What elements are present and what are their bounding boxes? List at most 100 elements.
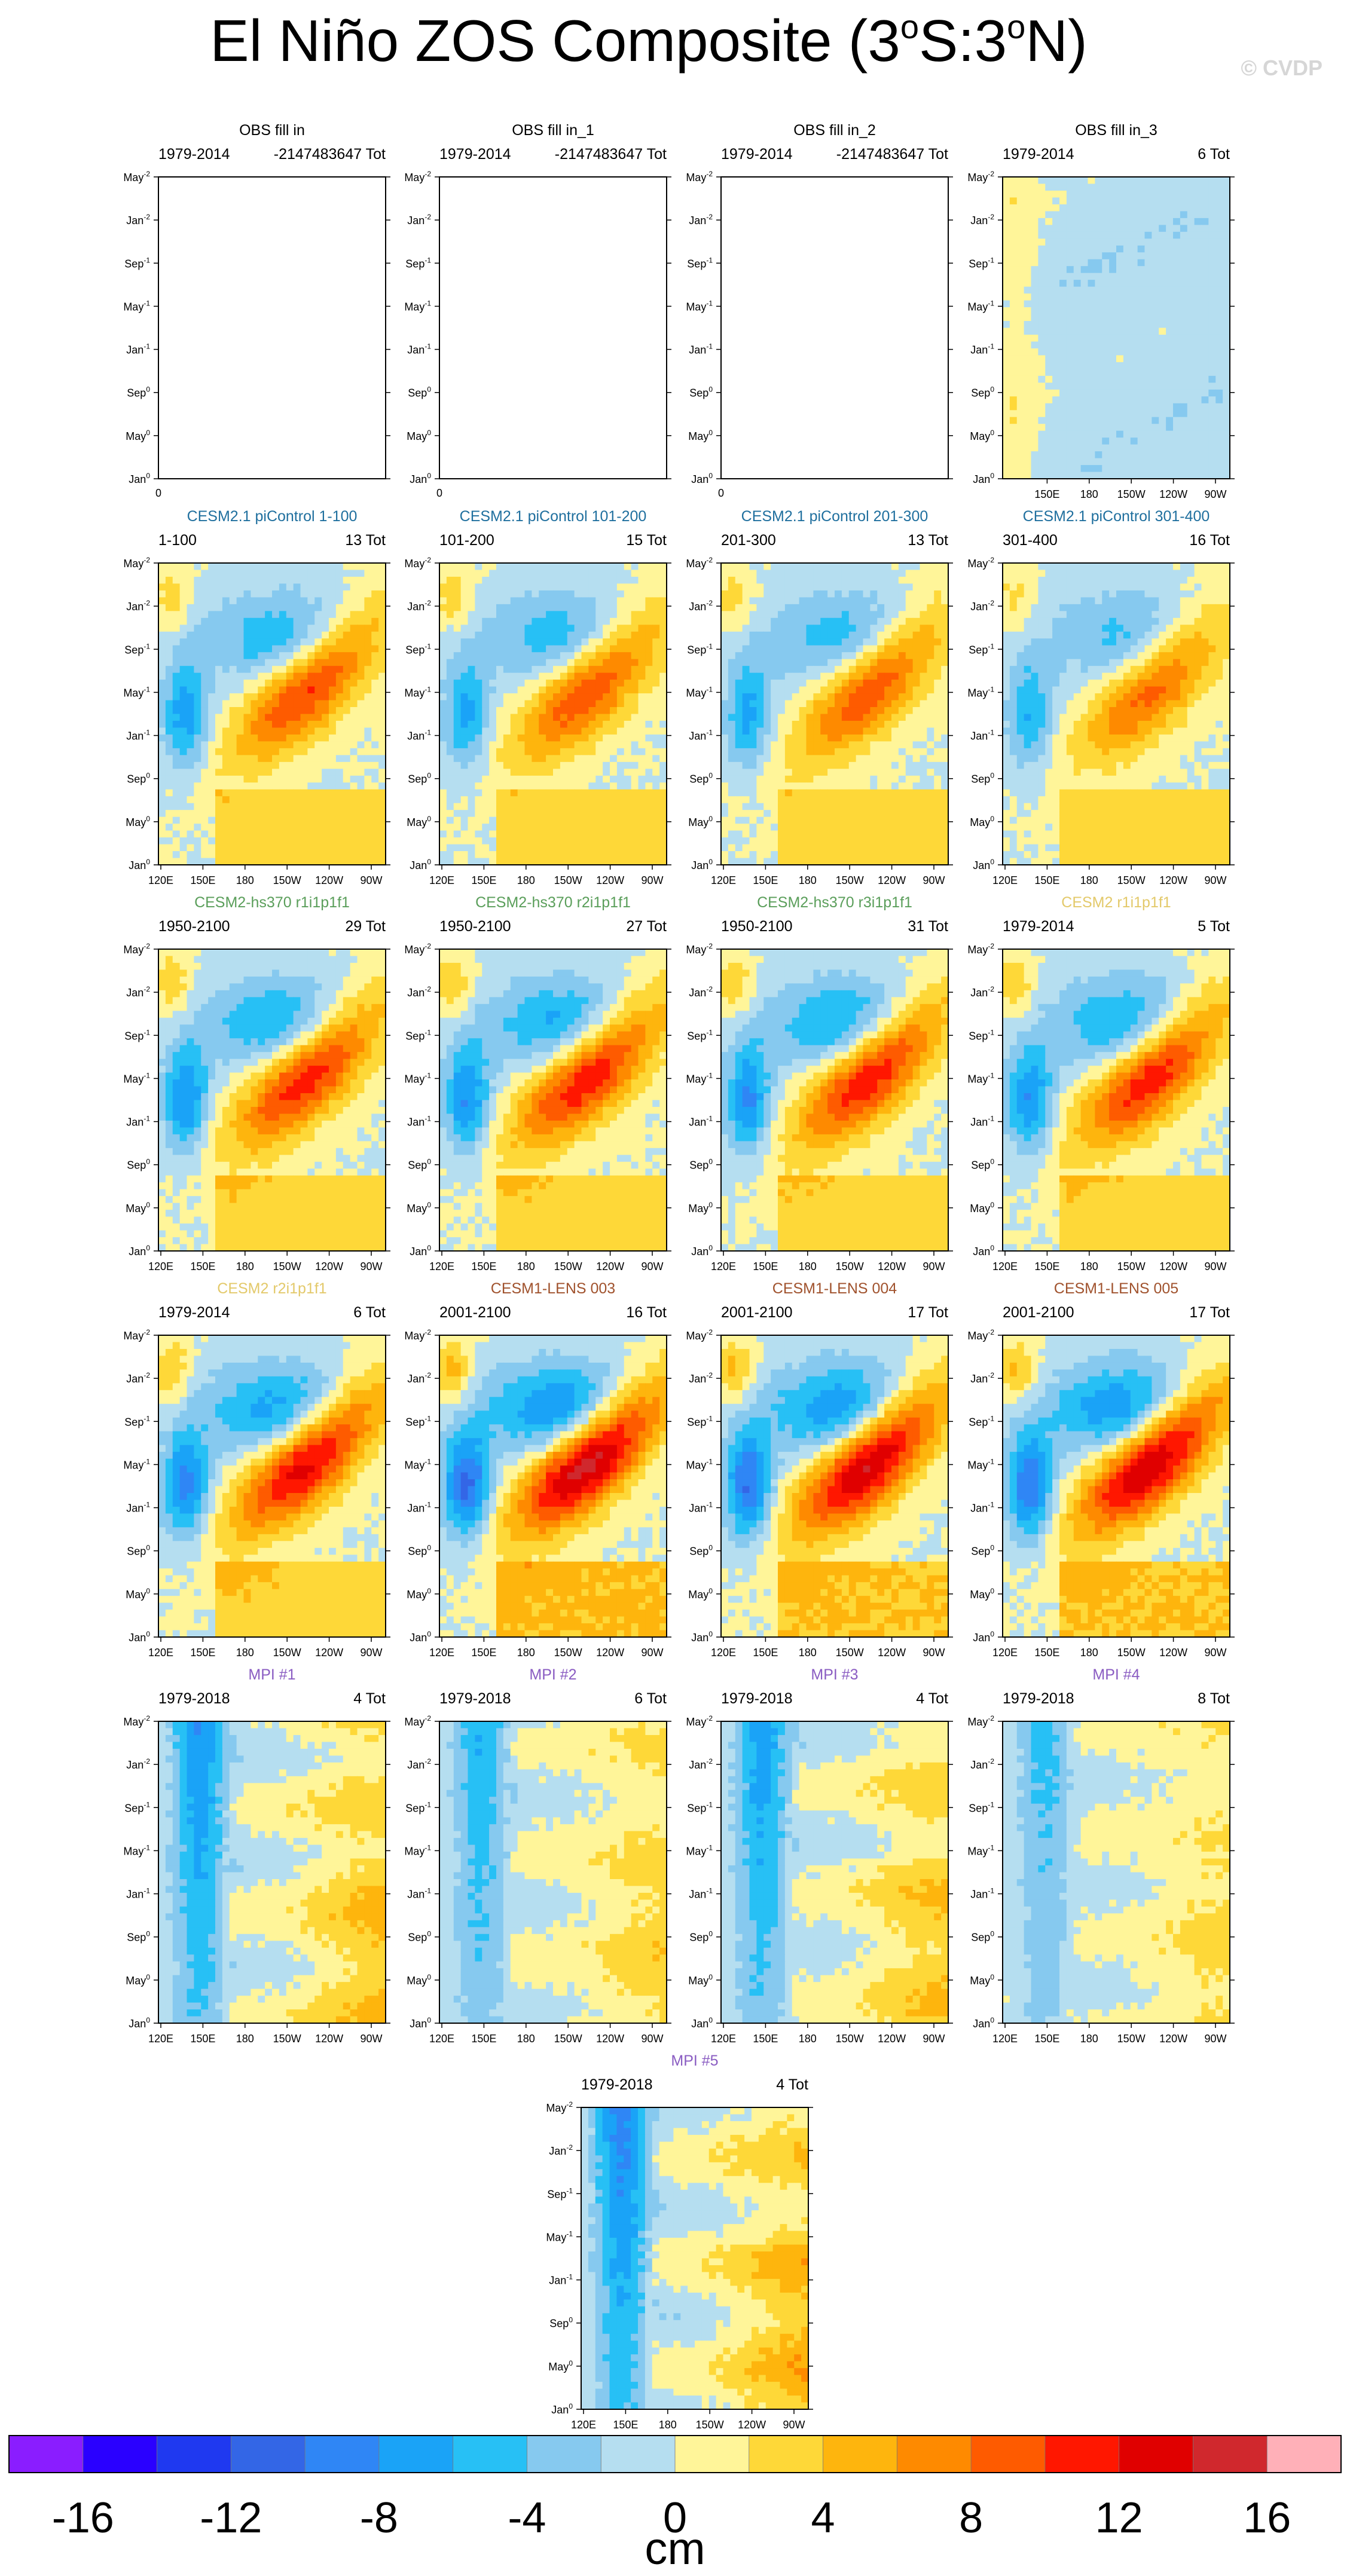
data-cell bbox=[230, 577, 237, 584]
data-cell bbox=[1138, 445, 1145, 452]
data-cell bbox=[639, 858, 646, 865]
data-cell bbox=[1031, 341, 1039, 348]
data-cell bbox=[166, 652, 173, 659]
data-cell bbox=[927, 611, 934, 618]
data-cell bbox=[251, 563, 258, 570]
data-cell bbox=[329, 673, 336, 680]
data-cell bbox=[842, 570, 849, 577]
data-cell bbox=[454, 782, 461, 790]
data-cell bbox=[553, 652, 560, 659]
y-tick-label: May-2 bbox=[123, 170, 150, 183]
data-cell bbox=[1038, 218, 1045, 225]
data-cell bbox=[639, 604, 646, 611]
data-cell bbox=[1038, 246, 1045, 253]
data-cell bbox=[461, 735, 468, 742]
data-cell bbox=[215, 659, 222, 666]
data-cell bbox=[364, 666, 371, 673]
data-cell bbox=[1145, 328, 1152, 335]
data-cell bbox=[1173, 252, 1180, 259]
data-cell bbox=[807, 604, 814, 611]
data-cell bbox=[546, 790, 553, 797]
data-cell bbox=[1010, 376, 1017, 383]
data-cell bbox=[350, 687, 358, 694]
data-cell bbox=[546, 611, 553, 618]
data-cell bbox=[439, 755, 447, 762]
data-cell bbox=[567, 735, 575, 742]
data-cell bbox=[567, 748, 575, 755]
data-cell bbox=[820, 666, 827, 673]
data-cell bbox=[891, 611, 899, 618]
data-cell bbox=[1215, 314, 1223, 322]
data-cell bbox=[1109, 232, 1116, 239]
data-cell bbox=[567, 817, 575, 824]
data-cell bbox=[927, 577, 934, 584]
data-cell bbox=[906, 577, 913, 584]
data-cell bbox=[639, 721, 646, 728]
data-cell bbox=[350, 790, 358, 797]
data-cell bbox=[279, 604, 286, 611]
data-cell bbox=[553, 577, 560, 584]
data-cell bbox=[265, 735, 272, 742]
data-cell bbox=[201, 762, 208, 769]
data-cell bbox=[743, 632, 750, 639]
data-cell bbox=[1145, 301, 1152, 308]
data-cell bbox=[322, 735, 329, 742]
data-cell bbox=[272, 803, 279, 810]
data-cell bbox=[371, 803, 378, 810]
data-cell bbox=[454, 824, 461, 831]
data-cell bbox=[539, 652, 546, 659]
data-cell bbox=[1017, 362, 1024, 369]
data-cell bbox=[194, 591, 201, 598]
data-cell bbox=[173, 652, 180, 659]
data-cell bbox=[610, 645, 617, 653]
data-cell bbox=[1038, 390, 1045, 397]
data-cell bbox=[314, 673, 322, 680]
data-cell bbox=[1081, 183, 1088, 191]
data-cell bbox=[735, 652, 743, 659]
data-cell bbox=[258, 837, 265, 845]
data-cell bbox=[244, 845, 251, 852]
data-cell bbox=[1081, 266, 1088, 273]
data-cell bbox=[1152, 321, 1159, 328]
data-cell bbox=[194, 673, 201, 680]
data-cell bbox=[454, 577, 461, 584]
data-cell bbox=[750, 591, 757, 598]
data-cell bbox=[158, 638, 166, 645]
data-cell bbox=[532, 618, 539, 625]
data-cell bbox=[1223, 191, 1230, 198]
data-cell bbox=[849, 625, 856, 632]
data-cell bbox=[208, 790, 215, 797]
data-cell bbox=[343, 652, 350, 659]
data-cell bbox=[230, 837, 237, 845]
data-cell bbox=[652, 611, 659, 618]
data-cell bbox=[314, 748, 322, 755]
data-cell bbox=[511, 735, 518, 742]
data-cell bbox=[286, 721, 294, 728]
data-cell bbox=[799, 673, 807, 680]
data-cell bbox=[1208, 369, 1215, 376]
data-cell bbox=[1067, 246, 1074, 253]
data-cell bbox=[906, 645, 913, 653]
data-cell bbox=[610, 845, 617, 852]
data-cell bbox=[539, 796, 546, 803]
data-cell bbox=[1202, 458, 1209, 466]
data-cell bbox=[1102, 369, 1109, 376]
data-cell bbox=[1123, 259, 1131, 267]
data-cell bbox=[567, 645, 575, 653]
data-cell bbox=[215, 563, 222, 570]
data-cell bbox=[1017, 183, 1024, 191]
data-cell bbox=[343, 817, 350, 824]
data-cell bbox=[1088, 314, 1095, 322]
data-cell bbox=[1095, 403, 1102, 411]
data-cell bbox=[659, 796, 667, 803]
data-cell bbox=[158, 755, 166, 762]
y-tick-label: May-2 bbox=[404, 170, 431, 183]
data-cell bbox=[1116, 445, 1123, 452]
data-cell bbox=[659, 727, 667, 735]
data-cell bbox=[166, 755, 173, 762]
data-cell bbox=[1187, 410, 1195, 417]
data-cell bbox=[799, 652, 807, 659]
data-cell bbox=[652, 748, 659, 755]
data-cell bbox=[1195, 293, 1202, 301]
data-cell bbox=[173, 851, 180, 858]
